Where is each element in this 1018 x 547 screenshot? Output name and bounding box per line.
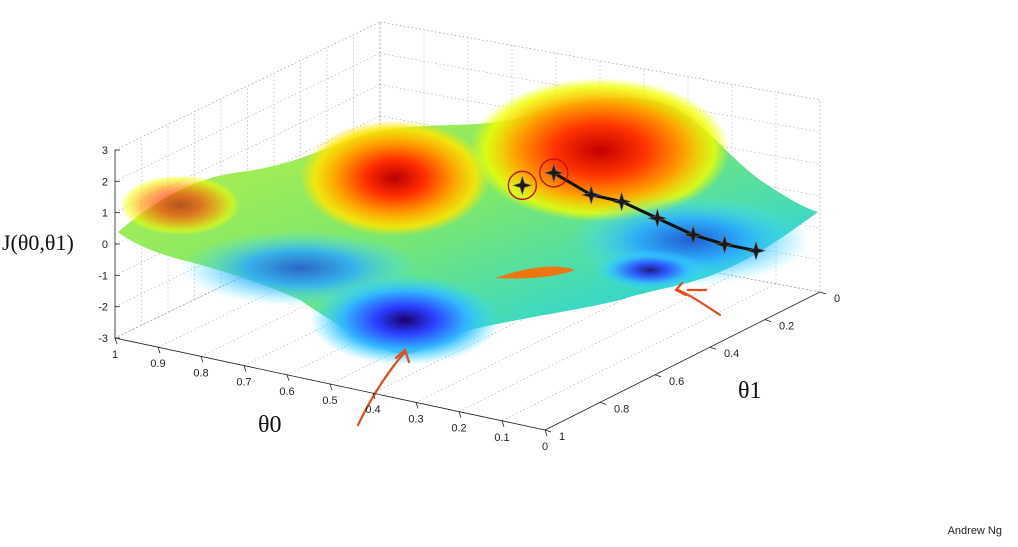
theta0-tick-label: 0.7 [236,377,251,389]
theta1-axis: 0 0.2 0.4 0.6 0.8 1 θ1 [544,291,840,443]
theta0-axis: 1 0.9 0.8 0.7 0.6 0.5 0.4 0.3 0.2 0.1 0 θ0 [112,337,548,453]
descent-step-marker [745,240,767,261]
theta0-tick-label: 0.9 [150,358,165,370]
z-tick-label: 2 [102,176,108,188]
alternate-start-marker [512,175,533,196]
theta1-tick-label: 0.4 [724,348,739,360]
descent-step-marker [611,191,632,212]
z-tick-label: 0 [102,239,108,251]
descent-step-marker [543,162,564,183]
theta0-axis-label: θ0 [258,412,282,438]
z-tick-label: -3 [98,333,108,345]
theta1-tick-label: 0.8 [614,403,629,415]
theta0-tick-label: 0.3 [408,413,423,425]
theta0-tick-label: 1 [112,349,118,361]
z-axis-label: J(θ0,θ1) [2,230,74,255]
theta0-tick-label: 0.4 [365,404,380,416]
author-credit: Andrew Ng [947,525,1002,537]
z-tick-label: -2 [98,302,108,314]
z-tick-label: 3 [102,145,108,157]
theta1-axis-label: θ1 [738,378,762,404]
descent-step-marker [581,184,602,205]
theta1-tick-label: 0.2 [779,321,794,333]
theta0-tick-label: 0.5 [322,395,337,407]
theta0-tick-label: 0.1 [494,432,509,444]
gradient-descent-path [507,158,767,261]
theta0-tick-label: 0.2 [451,423,466,435]
theta1-tick-label: 0.6 [669,376,684,388]
annotation-arrows [356,281,722,427]
start-point-circle [539,158,569,188]
theta0-tick-label: 0 [542,441,548,453]
theta1-tick-label: 1 [559,431,565,443]
theta0-tick-label: 0.8 [193,367,208,379]
z-axis: 3 2 1 0 -1 -2 -3 J(θ0,θ1) [2,145,120,345]
z-tick-label: 1 [102,208,108,220]
descent-step-marker [683,224,704,245]
alternate-start-circle [507,170,538,201]
z-tick-label: -1 [98,270,108,282]
descent-step-marker [647,208,668,229]
cost-surface [118,78,818,365]
descent-step-marker [714,234,735,255]
arrow-left-minimum [356,350,407,427]
theta1-tick-label: 0 [834,293,840,305]
theta0-tick-label: 0.6 [279,386,294,398]
